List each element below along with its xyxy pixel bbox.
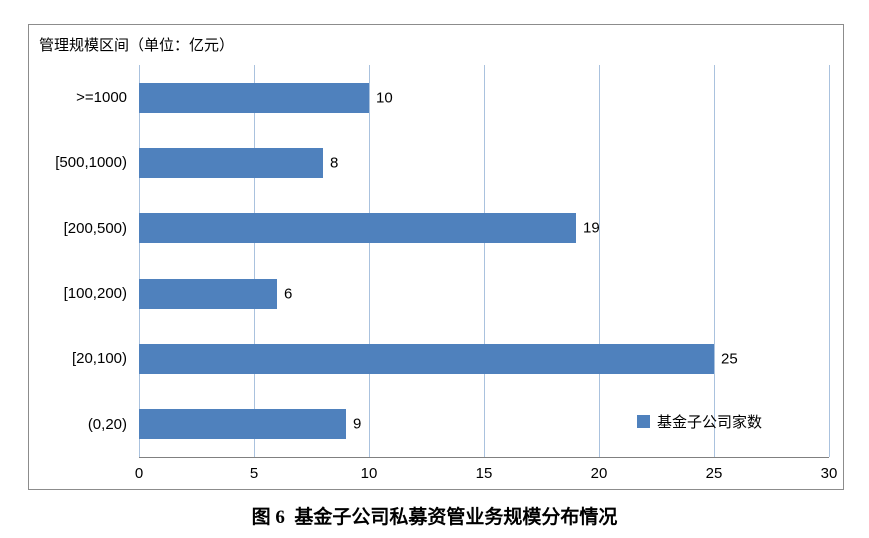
bar-row: >=1000 10 [29, 65, 845, 130]
bar [139, 409, 346, 440]
category-label: [100,200) [63, 285, 127, 303]
bar [139, 213, 576, 244]
x-tick-label: 5 [249, 465, 259, 482]
gridline [714, 65, 715, 457]
bar-track: 25 [139, 326, 829, 391]
bar-row: (0,20) 9 [29, 392, 845, 457]
bar [139, 343, 714, 374]
category-label: (0,20) [87, 415, 127, 433]
bar-track: 6 [139, 261, 829, 326]
legend-label: 基金子公司家数 [657, 414, 763, 431]
x-tick-label: 15 [475, 465, 493, 482]
bar-rows: >=1000 10 [500,1000) 8 [200,500) 19 [100,200) 6… [29, 65, 845, 457]
x-tick-label: 25 [705, 465, 723, 482]
gridline [484, 65, 485, 457]
bar-value-label: 19 [583, 219, 600, 237]
axis-title: 管理规模区间（单位：亿元） [39, 37, 235, 54]
legend-swatch [637, 415, 650, 428]
bar-track: 19 [139, 196, 829, 261]
bar-value-label: 10 [375, 89, 393, 107]
bar-row: [100,200) 6 [29, 261, 845, 326]
bar-track: 10 [139, 65, 829, 130]
x-tick-label: 20 [590, 465, 608, 482]
chart-caption: 图 6 基金子公司私募资管业务规模分布情况 [251, 507, 618, 528]
bar-value-label: 9 [353, 415, 362, 433]
x-tick-label: 30 [820, 465, 838, 482]
bar-value-label: 6 [284, 285, 293, 303]
gridline [139, 65, 140, 457]
bar-value-label: 8 [329, 154, 339, 172]
gridline [829, 65, 830, 457]
bar [139, 278, 277, 309]
bar-row: [20,100) 25 [29, 326, 845, 391]
bar-value-label: 25 [721, 350, 738, 368]
category-label: [500,1000) [55, 154, 127, 172]
chart-frame: 管理规模区间（单位：亿元） >=1000 10 [500,1000) 8 [200,50… [28, 24, 844, 490]
gridline [369, 65, 370, 457]
x-tick-label: 10 [360, 465, 378, 482]
gridline [599, 65, 600, 457]
bar [139, 82, 369, 113]
bar-track: 9 [139, 392, 829, 457]
bar-row: [500,1000) 8 [29, 130, 845, 195]
category-label: >=1000 [76, 89, 127, 107]
category-label: [20,100) [71, 350, 127, 368]
bar-track: 8 [139, 130, 829, 195]
bar [139, 147, 323, 178]
x-tick-label: 0 [134, 465, 144, 482]
gridline-layer [139, 65, 830, 458]
x-axis-ticks: 0 5 10 15 20 25 30 [135, 465, 838, 485]
bar-row: [200,500) 19 [29, 196, 845, 261]
legend: 基金子公司家数 [637, 411, 762, 432]
category-label: [200,500) [63, 219, 127, 237]
gridline [254, 65, 255, 457]
